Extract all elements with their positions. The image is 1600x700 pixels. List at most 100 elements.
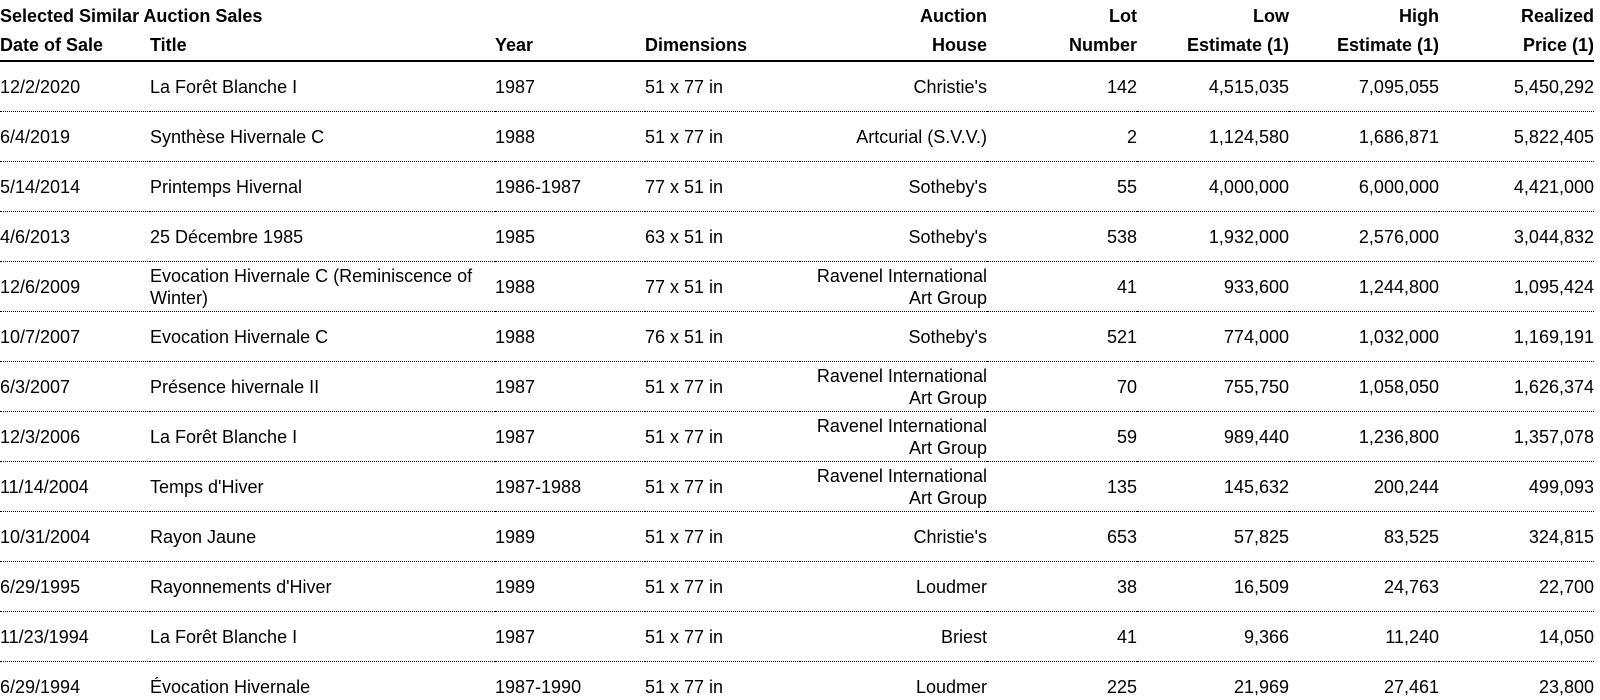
table-row: 11/14/2004 Temps d'Hiver 1987-1988 51 x 77 … — [0, 461, 1594, 512]
cell-auction-house: Loudmer — [915, 676, 987, 697]
header-label-dimensions: Dimensions — [645, 35, 748, 55]
cell-title: Rayonnements d'Hiver — [150, 561, 495, 612]
cell-dimensions: 77 x 51 in — [645, 261, 800, 312]
cell-dimensions: 51 x 77 in — [645, 411, 800, 462]
cell-auction-house: Ravenel International Art Group — [800, 461, 987, 512]
cell-year: 1989 — [495, 511, 645, 562]
cell-lot-number: 521 — [987, 311, 1137, 362]
cell-high-estimate: 1,244,800 — [1289, 261, 1439, 312]
header-label-high-estimate: Estimate (1) — [1336, 35, 1439, 55]
header-dimensions: Dimensions — [645, 0, 800, 62]
cell-year: 1988 — [495, 311, 645, 362]
cell-dimensions: 51 x 77 in — [645, 61, 800, 112]
table-row: 11/23/1994 La Forêt Blanche I 1987 51 x 77 … — [0, 611, 1594, 662]
header-label-low: Low — [1253, 6, 1289, 26]
header-label-auction: Auction — [920, 6, 987, 26]
table-row: 12/3/2006 La Forêt Blanche I 1987 51 x 77 i… — [0, 411, 1594, 462]
cell-high-estimate: 1,032,000 — [1289, 311, 1439, 362]
header-label-number: Number — [1068, 35, 1137, 55]
cell-low-estimate: 145,632 — [1137, 461, 1289, 512]
cell-low-estimate: 1,124,580 — [1137, 111, 1289, 162]
cell-realized-price: 1,169,191 — [1439, 311, 1594, 362]
cell-lot-number: 70 — [987, 361, 1137, 412]
cell-lot-number: 59 — [987, 411, 1137, 462]
cell-realized-price: 5,822,405 — [1439, 111, 1594, 162]
cell-realized-price: 1,626,374 — [1439, 361, 1594, 412]
cell-dimensions: 77 x 51 in — [645, 161, 800, 212]
table-body: 12/2/2020 La Forêt Blanche I 1987 51 x 77 i… — [0, 61, 1594, 700]
cell-low-estimate: 21,969 — [1233, 676, 1289, 697]
cell-year: 1988 — [495, 111, 645, 162]
cell-dimensions: 51 x 77 in — [645, 461, 800, 512]
cell-year: 1987 — [495, 411, 645, 462]
cell-high-estimate: 1,058,050 — [1289, 361, 1439, 412]
header-label-house: House — [931, 35, 987, 55]
cell-date-of-sale: 11/23/1994 — [0, 611, 150, 662]
cell-realized-price: 1,095,424 — [1439, 261, 1594, 312]
cell-auction-house: Christie's — [800, 61, 987, 112]
cell-realized-price: 3,044,832 — [1439, 211, 1594, 262]
cell-title: Rayon Jaune — [150, 511, 495, 562]
table-row: 12/2/2020 La Forêt Blanche I 1987 51 x 77 i… — [0, 61, 1594, 112]
cell-title: Évocation Hivernale — [150, 676, 311, 697]
cell-date-of-sale: 11/14/2004 — [0, 461, 150, 512]
cell-lot-number: 41 — [987, 611, 1137, 662]
header-high-estimate: High Estimate (1) — [1289, 0, 1439, 62]
cell-date-of-sale: 10/7/2007 — [0, 311, 150, 362]
cell-high-estimate: 27,461 — [1383, 676, 1439, 697]
header-auction-house: Auction House — [800, 0, 987, 62]
cell-year: 1987-1988 — [495, 461, 645, 512]
cell-title: La Forêt Blanche I — [150, 611, 495, 662]
table-row: 10/7/2007 Evocation Hivernale C 1988 76 x 5… — [0, 311, 1594, 362]
cell-title: La Forêt Blanche I — [150, 61, 495, 112]
header-year: Year — [495, 0, 645, 62]
cell-title: Synthèse Hivernale C — [150, 111, 495, 162]
table-row: 6/29/1995 Rayonnements d'Hiver 1989 51 x 77… — [0, 561, 1594, 612]
cell-dimensions: 76 x 51 in — [645, 311, 800, 362]
cell-realized-price: 1,357,078 — [1439, 411, 1594, 462]
cell-dimensions: 51 x 77 in — [645, 111, 800, 162]
cell-title: Temps d'Hiver — [150, 461, 495, 512]
cell-high-estimate: 2,576,000 — [1289, 211, 1439, 262]
cell-lot-number: 225 — [1106, 676, 1137, 697]
cell-year: 1987 — [495, 61, 645, 112]
cell-dimensions: 51 x 77 in — [645, 676, 724, 697]
cell-date-of-sale: 12/2/2020 — [0, 61, 150, 112]
cell-low-estimate: 57,825 — [1137, 511, 1289, 562]
cell-low-estimate: 16,509 — [1137, 561, 1289, 612]
cell-auction-house: Loudmer — [800, 561, 987, 612]
cell-high-estimate: 7,095,055 — [1289, 61, 1439, 112]
header-label-realized-price: Price (1) — [1522, 35, 1594, 55]
header-low-estimate: Low Estimate (1) — [1137, 0, 1289, 62]
cell-lot-number: 135 — [987, 461, 1137, 512]
cell-title: Evocation Hivernale C (Reminiscence of W… — [150, 261, 495, 312]
header-label-low-estimate: Estimate (1) — [1186, 35, 1289, 55]
table-row: 5/14/2014 Printemps Hivernal 1986-1987 77 x… — [0, 161, 1594, 212]
cell-auction-house: Sotheby's — [800, 211, 987, 262]
header-lot-number: Lot Number — [987, 0, 1137, 62]
cell-date-of-sale: 6/3/2007 — [0, 361, 150, 412]
cell-auction-house: Artcurial (S.V.V.) — [800, 111, 987, 162]
table-row: 6/29/1994 Évocation Hivernale 1987-1990 51 … — [0, 662, 1594, 700]
cell-lot-number: 55 — [987, 161, 1137, 212]
cell-realized-price: 324,815 — [1439, 511, 1594, 562]
cell-auction-house: Ravenel International Art Group — [800, 411, 987, 462]
cell-low-estimate: 4,515,035 — [1137, 61, 1289, 112]
cell-year: 1989 — [495, 561, 645, 612]
cell-high-estimate: 200,244 — [1289, 461, 1439, 512]
table-row: 10/31/2004 Rayon Jaune 1989 51 x 77 in Chris… — [0, 511, 1594, 562]
cell-low-estimate: 774,000 — [1137, 311, 1289, 362]
table-title: Selected Similar Auction Sales — [0, 6, 263, 26]
cell-year: 1985 — [495, 211, 645, 262]
cell-year: 1986-1987 — [495, 161, 645, 212]
cell-realized-price: 23,800 — [1538, 676, 1594, 697]
header-label-year: Year — [495, 35, 534, 55]
cell-date-of-sale: 6/29/1994 — [0, 676, 81, 697]
header-realized-price: Realized Price (1) — [1439, 0, 1594, 62]
cell-high-estimate: 11,240 — [1289, 611, 1439, 662]
table-row: 4/6/2013 25 Décembre 1985 1985 63 x 51 in So… — [0, 211, 1594, 262]
cell-high-estimate: 83,525 — [1289, 511, 1439, 562]
cell-auction-house: Christie's — [800, 511, 987, 562]
table-row: 6/3/2007 Présence hivernale II 1987 51 x 77… — [0, 361, 1594, 412]
